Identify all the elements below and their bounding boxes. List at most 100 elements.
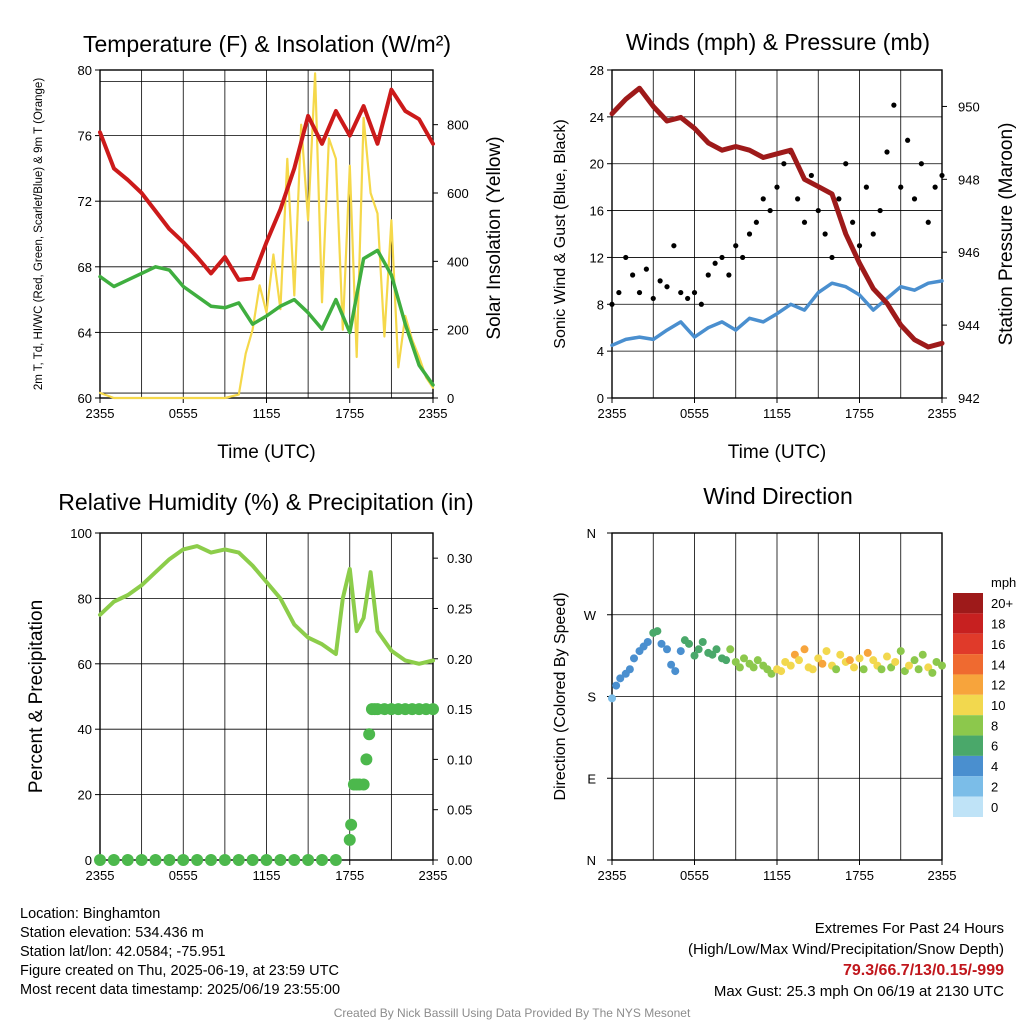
data-point (855, 654, 864, 663)
series-line-station-pressure (609, 85, 945, 350)
data-point (746, 231, 753, 237)
data-point (643, 266, 649, 272)
series-line-2m-t (98, 87, 435, 282)
data-point (608, 694, 616, 703)
data-point (924, 663, 933, 672)
data-point (753, 656, 762, 665)
data-point (891, 102, 897, 108)
y-tick-label: 64 (78, 325, 92, 340)
data-point (845, 656, 854, 665)
data-point (740, 654, 748, 663)
chart-title: Temperature (F) & Insolation (W/m²) (83, 31, 451, 57)
data-point (653, 627, 662, 636)
data-point (777, 667, 786, 676)
colorbar-label: 12 (991, 678, 1005, 693)
data-point (850, 219, 856, 225)
data-point (808, 172, 814, 179)
y-tick-label: 60 (78, 391, 92, 406)
y-tick-label: 16 (590, 204, 604, 219)
x-tick-label: 0555 (169, 406, 198, 421)
data-point (850, 663, 858, 672)
data-point (896, 647, 905, 656)
data-point (869, 656, 878, 665)
data-point (859, 665, 868, 674)
y-tick-label: 80 (78, 591, 92, 606)
data-point (685, 295, 691, 302)
data-point (177, 854, 190, 866)
data-point (905, 137, 911, 143)
chart-title: Winds (mph) & Pressure (mb) (626, 29, 930, 55)
data-point (726, 272, 732, 278)
y-right-tick-label: 948 (958, 172, 980, 187)
y-tick-label: N (587, 526, 596, 541)
data-point (822, 231, 828, 237)
colorbar-unit: mph (991, 575, 1016, 590)
x-tick-label: 0555 (680, 868, 709, 883)
chart-title: Wind Direction (703, 483, 853, 509)
x-tick-label: 1755 (335, 868, 364, 883)
data-point (884, 149, 890, 155)
recent-text: Most recent data timestamp: 2025/06/19 2… (20, 982, 341, 998)
data-point (685, 639, 693, 648)
data-point (767, 669, 776, 678)
data-point (877, 207, 883, 214)
data-point (360, 753, 373, 766)
wind-direction-panel: Wind Direction 2355 0555 1155 1755 2355NESWN… (552, 483, 1016, 883)
x-tick-label: 2355 (598, 868, 627, 883)
y-tick-label: N (587, 853, 596, 868)
x-tick-label: 1155 (253, 868, 281, 883)
y-tick-label: 12 (590, 250, 604, 265)
data-point (911, 196, 918, 202)
data-point (719, 254, 725, 261)
data-point (735, 663, 744, 672)
x-tick-label: 1755 (845, 406, 874, 421)
elevation-text: Station elevation: 534.436 m (20, 925, 204, 941)
data-point (623, 254, 629, 261)
data-point (149, 854, 162, 866)
data-point (749, 663, 758, 672)
data-point (630, 272, 636, 278)
data-point (753, 219, 759, 225)
data-point (663, 645, 671, 654)
credit-text: Created By Nick Bassill Using Data Provi… (333, 1006, 691, 1020)
data-point (790, 650, 799, 659)
data-point (843, 161, 849, 167)
series-line-insolation (98, 72, 435, 400)
data-point (795, 196, 801, 202)
data-point (345, 818, 358, 831)
y-tick-label: 68 (78, 260, 92, 275)
data-point (121, 854, 134, 866)
x-tick-label: 1755 (335, 406, 364, 421)
data-point (612, 681, 621, 690)
data-point (260, 854, 273, 866)
data-point (218, 854, 231, 866)
latlon-text: Station lat/lon: 42.0584; -75.951 (20, 944, 226, 960)
data-point (94, 854, 106, 866)
data-point (691, 289, 698, 296)
x-tick-label: 2355 (928, 868, 957, 883)
y-right-tick-label: 200 (447, 323, 469, 338)
colorbar-label: 10 (991, 698, 1005, 713)
data-point (836, 650, 845, 659)
data-point (800, 645, 809, 654)
colorbar-swatch (953, 755, 983, 777)
x-tick-label: 2355 (86, 406, 115, 421)
y-axis-label: Percent & Precipitation (26, 600, 47, 793)
series-line-sonic-wind (610, 279, 944, 348)
data-point (616, 674, 625, 683)
data-point (883, 652, 891, 661)
y-right-tick-label: 0.25 (447, 601, 472, 616)
y-tick-label: W (584, 608, 597, 623)
data-point (246, 854, 259, 866)
data-point (274, 854, 287, 866)
data-point (781, 161, 787, 167)
extremes-subtitle: (High/Low/Max Wind/Precipitation/Snow De… (688, 941, 1004, 958)
data-point (726, 645, 735, 654)
x-tick-label: 2355 (928, 406, 957, 421)
data-point (316, 854, 328, 866)
data-point (740, 254, 746, 261)
data-point (357, 778, 370, 791)
colorbar-label: 14 (991, 657, 1005, 672)
colorbar-label: 2 (991, 779, 998, 794)
data-point (836, 196, 842, 202)
